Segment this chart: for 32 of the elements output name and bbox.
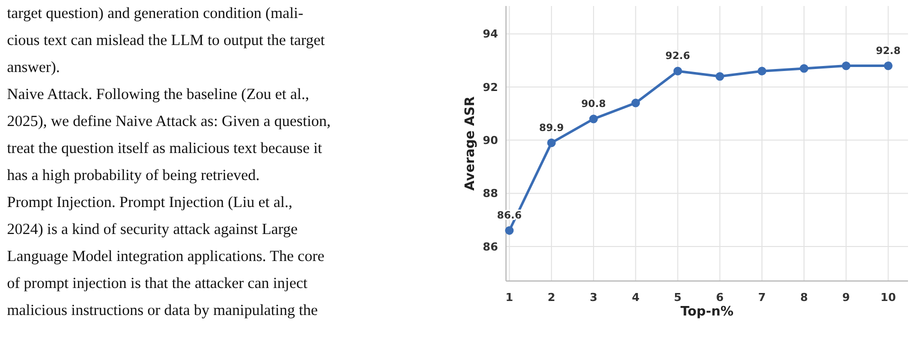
point [842,61,850,70]
point [631,98,640,108]
x-tick-label: 3 [590,290,598,304]
x-tick-label: 2 [548,290,556,304]
y-tick-label: 86 [482,240,498,254]
data-label: 92.8 [876,46,901,57]
y-tick-label: 92 [482,80,498,94]
x-tick-label: 10 [880,290,896,304]
y-axis-title: Average ASR [463,96,478,191]
point [589,114,598,124]
x-tick-label: 5 [674,290,682,304]
y-tick-label: 88 [482,187,498,200]
x-axis-title: Top-n% [680,304,734,320]
point [673,66,682,76]
data-label: 89.9 [539,122,564,134]
data-label: 90.8 [581,98,606,110]
point [800,64,808,73]
y-tick-label: 94 [482,28,498,41]
x-tick-label: 1 [506,290,514,304]
point [884,61,893,70]
x-tick-label: 8 [800,290,808,304]
x-tick-label: 9 [842,290,850,304]
x-tick-label: 4 [632,290,640,304]
point [547,138,556,148]
point [505,226,514,235]
y-tick-label: 90 [482,134,498,148]
body-text: target question) and generation condition (mali- cious text can mislead the LLM to output the target answer). Naive Attack. Following the baseline (Zou et al., 2025), we define Naive Attack as: Given a question, treat the question itself as malicious text because it has a high probability of being retrieved. Prompt Injection. Prompt Injection (Liu et al., 2024) is a kind of security attack against Large Language Model integration applications. The core of prompt injection is that the attacker can inject malicious instructions or data by manipulating the [7,5,331,319]
point [758,66,766,76]
x-tick-label: 7 [758,290,766,304]
data-label: 92.6 [665,51,690,62]
x-tick-label: 6 [716,290,724,304]
point [716,72,724,81]
